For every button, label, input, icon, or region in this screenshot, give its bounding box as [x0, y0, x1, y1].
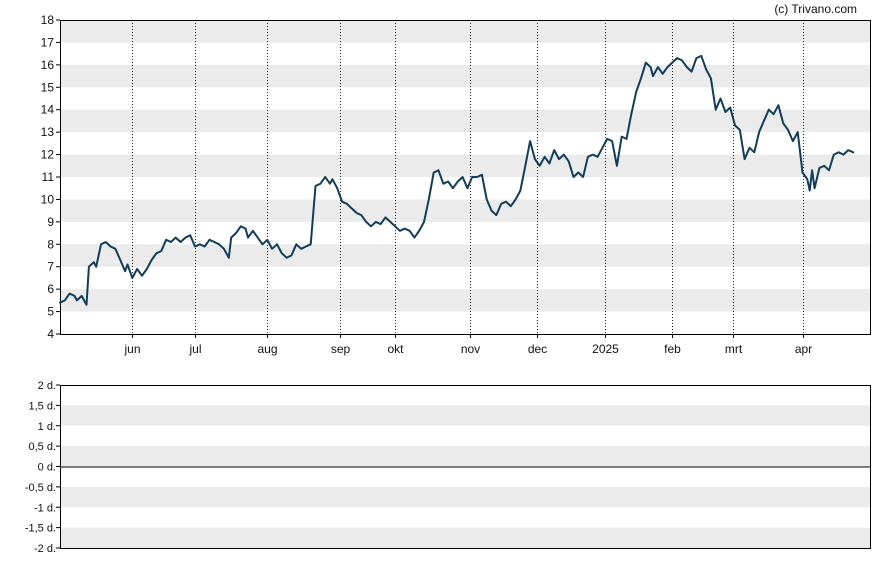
y-tick-label: 18 [41, 13, 55, 27]
y-tick-label: 17 [41, 35, 55, 49]
y-tick-label: 4 [47, 327, 54, 341]
y-tick-label: 9 [47, 215, 54, 229]
main-chart-y-axis: 4 5 6 7 8 9 10 11 12 13 14 15 16 17 18 [41, 13, 60, 341]
main-chart-month-gridlines [132, 20, 804, 334]
price-series-line [59, 54, 855, 306]
sub-band [60, 446, 870, 467]
y-tick-label: 13 [41, 125, 55, 139]
main-band [60, 244, 870, 267]
x-tick-label: apr [795, 342, 812, 356]
y-tick-label: 15 [41, 80, 55, 94]
sub-y-tick-label: 0 d. [38, 462, 56, 474]
y-tick-label: 6 [47, 282, 54, 296]
sub-y-tick-label: -0,5 d. [25, 482, 56, 494]
y-tick-label: 12 [41, 148, 55, 162]
sub-y-tick-label: -1,5 d. [25, 523, 56, 535]
main-band [60, 64, 870, 88]
x-tick-label: aug [257, 342, 277, 356]
y-tick-label: 16 [41, 58, 55, 72]
y-tick-label: 7 [47, 260, 54, 274]
x-tick-label: sep [331, 342, 351, 356]
sub-band [60, 486, 870, 508]
sub-y-tick-label: -2 d. [34, 543, 56, 555]
x-tick-label: dec [528, 342, 547, 356]
y-tick-label: 10 [41, 192, 55, 206]
x-tick-label: jun [123, 342, 140, 356]
sub-band [60, 405, 870, 426]
x-tick-label: 2025 [592, 342, 619, 356]
main-band [60, 109, 870, 133]
x-tick-label: okt [387, 342, 404, 356]
main-band [60, 289, 870, 312]
sub-chart-y-axis: -2 d. -1,5 d. -1 d. -0,5 d. 0 d. 0,5 d. 1 d. 1,… [25, 380, 60, 555]
y-tick-label: 14 [41, 103, 55, 117]
main-chart-bands [60, 20, 870, 312]
sub-y-tick-label: 1 d. [38, 421, 56, 433]
sub-y-tick-label: -1 d. [34, 502, 56, 514]
main-band [60, 20, 870, 43]
sub-chart-bands [60, 405, 870, 548]
main-band [60, 199, 870, 222]
y-tick-label: 5 [47, 305, 54, 319]
sub-y-tick-label: 0,5 d. [28, 441, 56, 453]
y-tick-label: 11 [42, 170, 55, 184]
x-tick-label: jul [188, 342, 201, 356]
x-tick-label: feb [664, 342, 681, 356]
sub-band [60, 527, 870, 548]
sub-y-tick-label: 2 d. [38, 380, 56, 392]
main-chart-x-axis: jun jul aug sep okt nov dec 2025 feb mrt apr [123, 334, 812, 356]
x-tick-label: mrt [725, 342, 743, 356]
x-tick-label: nov [461, 342, 480, 356]
main-band [60, 154, 870, 177]
main-chart-frame [60, 20, 871, 335]
sub-y-tick-label: 1,5 d. [28, 400, 56, 412]
credit-text: (c) Trivano.com [774, 2, 857, 16]
y-tick-label: 8 [47, 237, 54, 251]
